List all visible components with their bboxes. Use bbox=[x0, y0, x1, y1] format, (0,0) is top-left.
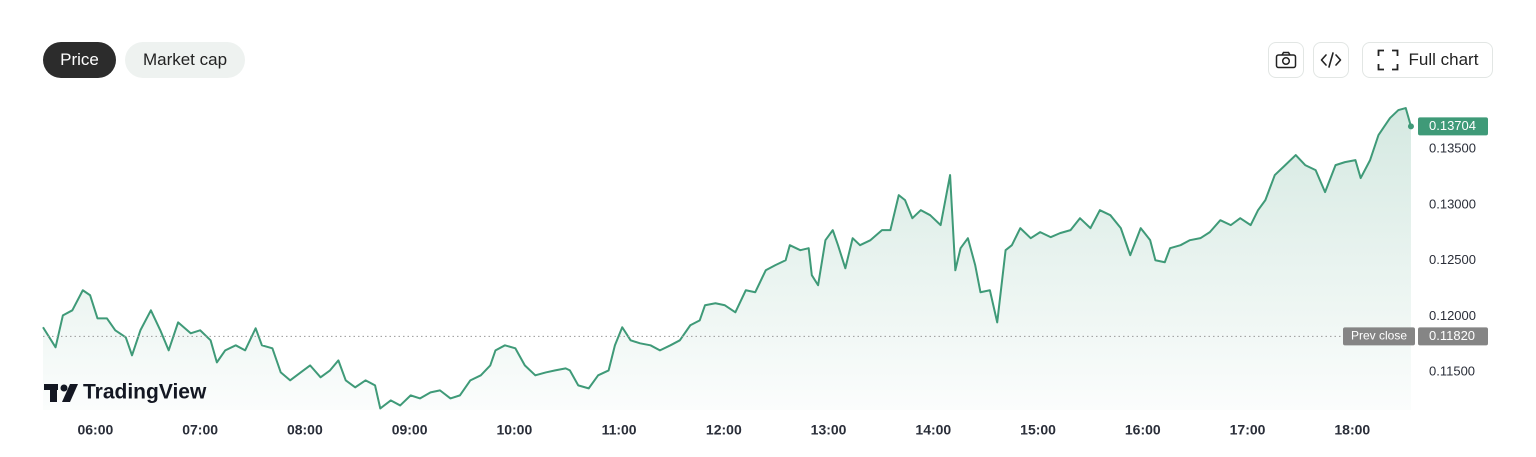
prev-close-value: 0.11820 bbox=[1429, 328, 1475, 343]
x-tick-label: 15:00 bbox=[1020, 422, 1056, 438]
plot-area: 06:00 07:00 08:00 09:00 10:00 11:00 12:00 13:00… bbox=[42, 107, 1488, 438]
prev-close-name: Prev close bbox=[1351, 329, 1407, 343]
last-point bbox=[1407, 123, 1414, 130]
code-icon bbox=[1320, 52, 1342, 68]
tab-button[interactable]: Price bbox=[43, 42, 116, 78]
price-line bbox=[42, 107, 1412, 410]
y-tick-label: 0.11500 bbox=[1429, 364, 1475, 379]
embed-button[interactable] bbox=[1313, 42, 1349, 78]
y-tick-label: 0.13500 bbox=[1429, 141, 1476, 156]
last-value-label: 0.13704 bbox=[1429, 118, 1476, 133]
x-tick-label: 13:00 bbox=[811, 422, 847, 438]
x-tick-label: 06:00 bbox=[77, 422, 113, 438]
camera-icon bbox=[1275, 51, 1297, 69]
full-chart-label: Full chart bbox=[1408, 50, 1479, 69]
watermark: TradingView bbox=[83, 381, 207, 404]
x-tick-label: 14:00 bbox=[915, 422, 951, 438]
snapshot-button[interactable] bbox=[1268, 42, 1304, 78]
x-tick-label: 18:00 bbox=[1334, 422, 1370, 438]
x-tick-label: 09:00 bbox=[392, 422, 428, 438]
x-tick-label: 17:00 bbox=[1230, 422, 1266, 438]
x-tick-label: 10:00 bbox=[496, 422, 532, 438]
tab-button[interactable]: Market cap bbox=[125, 42, 245, 78]
prev-close-value-badge bbox=[1418, 327, 1488, 346]
x-tick-label: 12:00 bbox=[706, 422, 742, 438]
watermark-logo bbox=[44, 384, 78, 402]
y-tick-label: 0.12500 bbox=[1429, 252, 1476, 267]
y-tick-label: 0.13000 bbox=[1429, 196, 1476, 211]
y-tick-label: 0.12000 bbox=[1429, 308, 1476, 323]
prev-close-name-badge bbox=[1343, 327, 1415, 346]
full-chart-button[interactable]: Full chart bbox=[1362, 42, 1493, 78]
expand-icon bbox=[1377, 49, 1398, 71]
x-tick-label: 08:00 bbox=[287, 422, 323, 438]
last-value-badge bbox=[1418, 117, 1488, 136]
x-tick-label: 07:00 bbox=[182, 422, 218, 438]
x-tick-label: 16:00 bbox=[1125, 422, 1161, 438]
area-fill bbox=[43, 108, 1411, 410]
x-tick-label: 11:00 bbox=[602, 422, 637, 438]
